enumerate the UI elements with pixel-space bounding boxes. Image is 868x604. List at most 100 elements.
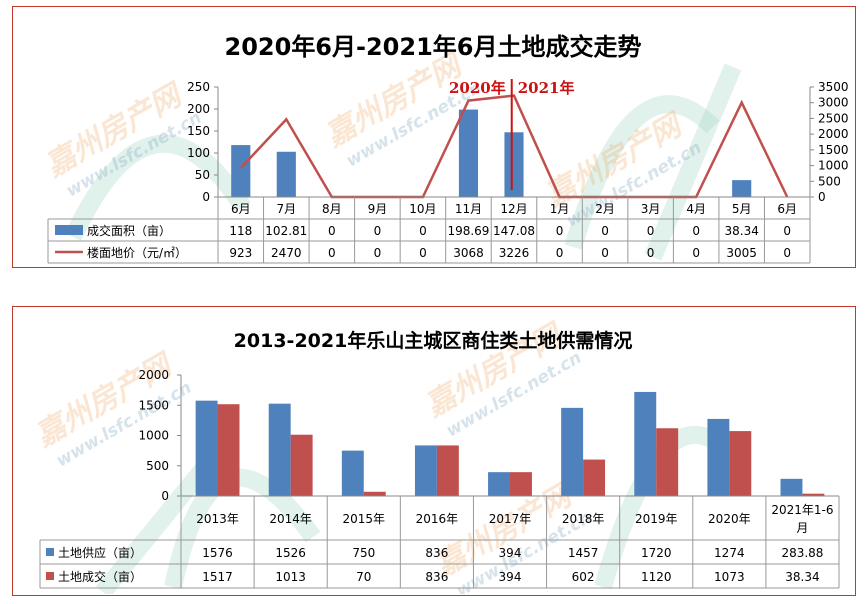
x-tick-label: 9月 (368, 202, 388, 216)
table-cell: 1120 (641, 570, 672, 584)
y-right-tick-label: 1500 (818, 143, 849, 157)
table-cell: 750 (352, 546, 375, 560)
x-tick-label: 12月 (500, 202, 527, 216)
table-cell: 3226 (499, 246, 530, 260)
y-tick-label: 1500 (138, 398, 169, 412)
x-tick-label: 11月 (455, 202, 482, 216)
bar-area (276, 151, 296, 197)
y-right-tick-label: 3500 (818, 80, 849, 94)
y-left-tick-label: 150 (187, 124, 210, 138)
table-cell: 0 (783, 246, 791, 260)
watermark-shape (564, 95, 720, 250)
x-tick-label: 1月 (550, 202, 570, 216)
era-label-2020: 2020年 (449, 79, 506, 97)
y-left-tick-label: 100 (187, 146, 210, 160)
table-cell: 394 (499, 546, 522, 560)
table-cell: 0 (328, 224, 336, 238)
table-cell: 0 (692, 246, 700, 260)
y-tick-label: 0 (161, 489, 169, 503)
table-cell: 1526 (275, 546, 306, 560)
table-cell: 0 (783, 224, 791, 238)
table-cell: 38.34 (785, 570, 819, 584)
y-left-tick-label: 250 (187, 80, 210, 94)
x-tick-label: 4月 (686, 202, 706, 216)
table-cell: 118 (229, 224, 252, 238)
x-tick-label: 3月 (641, 202, 661, 216)
bar-supply (634, 391, 657, 496)
bar-transaction (217, 404, 240, 496)
chart-panel-supply-demand: 嘉州房产网 www.lsfc.net.cn 嘉州房产网 www.lsfc.net.cn… (12, 306, 856, 596)
table-cell: 0 (374, 246, 382, 260)
bar-supply (707, 418, 730, 496)
supply-demand-chart: 嘉州房产网www.lsfc.net.cn嘉州房产网www.lsfc.net.cn… (29, 317, 840, 594)
table-cell: 283.88 (781, 546, 823, 560)
table-cell: 836 (425, 570, 448, 584)
table-cell: 0 (374, 224, 382, 238)
legend-swatch-transaction (46, 572, 54, 580)
table-cell: 0 (556, 224, 564, 238)
legend-swatch-supply (46, 548, 54, 556)
y-left-tick-label: 50 (195, 168, 210, 182)
bar-area (458, 109, 479, 197)
table-cell: 602 (572, 570, 595, 584)
x-tick-label: 2020年 (708, 512, 751, 526)
bar-transaction (510, 472, 532, 496)
table-cell: 147.08 (493, 224, 535, 238)
bar-area (504, 132, 524, 197)
bar-supply (561, 407, 584, 496)
table-cell: 1517 (202, 570, 233, 584)
table-cell: 923 (229, 246, 252, 260)
x-tick-label: 6月 (777, 202, 797, 216)
x-tick-label: 8月 (322, 202, 342, 216)
y-left-tick-label: 200 (187, 102, 210, 116)
table-cell: 0 (692, 224, 700, 238)
bar-area (732, 180, 752, 197)
y-right-tick-label: 2500 (818, 111, 849, 125)
y-tick-label: 2000 (138, 368, 169, 382)
table-cell: 3005 (726, 246, 757, 260)
x-tick-label: 2014年 (269, 512, 312, 526)
bar-supply (341, 450, 364, 496)
x-tick-label: 2018年 (562, 512, 605, 526)
table-cell: 0 (419, 246, 427, 260)
table-cell: 198.69 (447, 224, 489, 238)
table-cell: 38.34 (725, 224, 759, 238)
legend-label-price: 楼面地价（元/㎡） (87, 245, 187, 260)
table-cell: 394 (499, 570, 522, 584)
bar-transaction (436, 445, 459, 496)
table-cell: 1576 (202, 546, 233, 560)
chart-title: 2013-2021年乐山主城区商住类土地供需情况 (234, 329, 633, 352)
table-cell: 0 (601, 246, 609, 260)
y-right-tick-label: 2000 (818, 127, 849, 141)
bar-transaction (802, 493, 825, 496)
table-cell: 1720 (641, 546, 672, 560)
y-right-tick-label: 3000 (818, 96, 849, 110)
table-cell: 1457 (568, 546, 599, 560)
bar-supply (488, 472, 510, 496)
x-tick-label: 6月 (231, 202, 251, 216)
bar-supply (780, 478, 803, 496)
bar-transaction (290, 434, 313, 496)
legend-swatch-area (55, 225, 83, 235)
y-left-tick-label: 0 (202, 190, 210, 204)
table-cell: 70 (356, 570, 371, 584)
x-tick-label: 2016年 (416, 512, 459, 526)
legend-label-area: 成交面积（亩） (87, 223, 171, 238)
y-right-tick-label: 0 (818, 190, 826, 204)
x-tick-label: 2021年1-6 月 (771, 503, 833, 535)
legend-label-transaction: 土地成交（亩） (58, 569, 142, 584)
land-trend-chart: 嘉州房产网www.lsfc.net.cn嘉州房产网www.lsfc.net.cn… (39, 33, 849, 264)
x-tick-label: 2013年 (196, 512, 239, 526)
bar-area (231, 145, 251, 197)
table-cell: 0 (601, 224, 609, 238)
watermark-shape (96, 451, 220, 594)
table-cell: 1073 (714, 570, 745, 584)
chart-title: 2020年6月-2021年6月土地成交走势 (225, 33, 642, 61)
bar-transaction (729, 431, 752, 496)
x-tick-label: 2月 (595, 202, 615, 216)
table-cell: 836 (425, 546, 448, 560)
y-right-tick-label: 500 (818, 174, 841, 188)
bar-transaction (656, 428, 679, 496)
x-tick-label: 7月 (276, 202, 296, 216)
table-cell: 0 (556, 246, 564, 260)
